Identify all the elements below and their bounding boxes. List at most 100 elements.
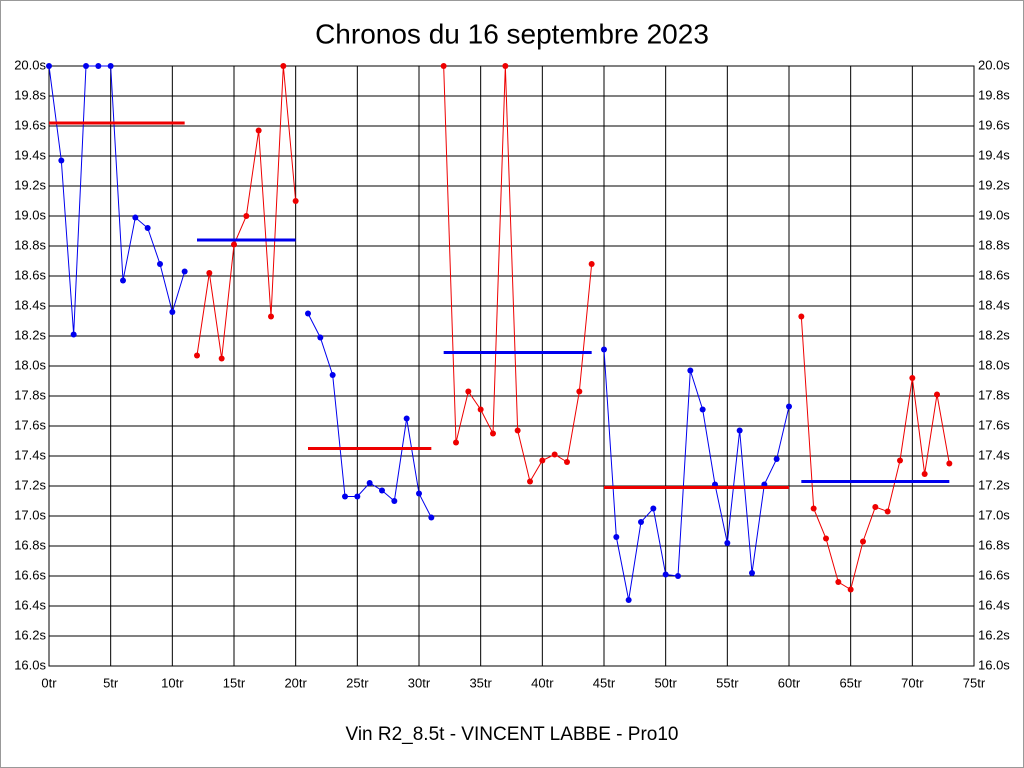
data-point <box>440 63 447 69</box>
data-point <box>638 519 644 525</box>
series-line <box>603 349 790 601</box>
y-tick-label: 17.2s <box>14 477 46 492</box>
data-point <box>144 225 151 231</box>
data-point <box>564 459 570 465</box>
y2-tick-label: 18.4s <box>978 297 1010 312</box>
data-point <box>897 457 903 464</box>
x-tick-label: 50tr <box>654 675 677 690</box>
data-point <box>465 388 472 395</box>
y-tick-label: 19.4s <box>14 147 46 162</box>
y-tick-label: 18.2s <box>14 327 46 342</box>
y2-tick-label: 19.4s <box>978 147 1010 162</box>
data-point <box>292 198 299 204</box>
data-point <box>699 406 706 413</box>
y-tick-label: 18.4s <box>14 297 46 312</box>
x-tick-label: 25tr <box>346 675 369 690</box>
x-tick-label: 65tr <box>839 675 862 690</box>
chart-title: Chronos du 16 septembre 2023 <box>315 18 709 49</box>
y2-tick-label: 18.0s <box>978 357 1010 372</box>
data-point <box>946 460 953 467</box>
data-point <box>366 480 373 486</box>
y2-tick-label: 17.2s <box>978 477 1010 492</box>
data-point <box>847 586 854 593</box>
data-point <box>342 493 348 500</box>
data-point <box>280 63 287 69</box>
data-point <box>551 451 558 458</box>
x-tick-label: 75tr <box>963 675 986 690</box>
data-point <box>95 63 102 69</box>
data-point <box>305 310 311 317</box>
data-point <box>194 352 200 359</box>
y-tick-label: 19.8s <box>14 87 46 102</box>
y2-tick-label: 16.0s <box>978 657 1010 672</box>
data-point <box>391 498 398 504</box>
data-point <box>58 157 65 164</box>
data-point <box>83 63 89 69</box>
data-point <box>231 241 237 248</box>
x-tick-label: 15tr <box>223 675 246 690</box>
data-point <box>798 313 805 320</box>
y-tick-label: 18.0s <box>14 357 46 372</box>
data-point <box>527 478 533 485</box>
x-tick-label: 20tr <box>284 675 307 690</box>
y2-tick-label: 18.8s <box>978 237 1010 252</box>
data-point <box>921 471 928 477</box>
data-point <box>502 63 509 69</box>
data-point <box>872 504 879 510</box>
data-point <box>169 309 176 315</box>
data-point <box>724 540 731 546</box>
y-tick-label: 16.0s <box>14 657 46 672</box>
y-tick-label: 17.8s <box>14 387 46 402</box>
y2-tick-label: 19.8s <box>978 87 1010 102</box>
y-tick-label: 17.4s <box>14 447 46 462</box>
y-tick-label: 20.0s <box>14 57 46 72</box>
data-point <box>625 597 632 603</box>
data-point <box>601 346 607 353</box>
data-point <box>934 391 940 398</box>
data-point <box>157 261 163 267</box>
y-tick-label: 19.6s <box>14 117 46 132</box>
data-point <box>835 579 842 585</box>
y-tick-label: 18.8s <box>14 237 46 252</box>
y2-tick-label: 16.4s <box>978 597 1010 612</box>
data-point <box>428 514 435 521</box>
x-tick-label: 10tr <box>161 675 184 690</box>
data-point <box>736 427 743 434</box>
x-tick-label: 55tr <box>716 675 739 690</box>
y-tick-label: 19.0s <box>14 207 46 222</box>
y-tick-label: 16.2s <box>14 627 46 642</box>
y-tick-label: 17.6s <box>14 417 46 432</box>
data-point <box>317 334 324 341</box>
y2-tick-label: 16.6s <box>978 567 1010 582</box>
y2-tick-label: 20.0s <box>978 57 1010 72</box>
y-tick-label: 19.2s <box>14 177 46 192</box>
data-point <box>453 439 459 446</box>
x-tick-label: 0tr <box>41 675 57 690</box>
data-point <box>773 456 780 462</box>
data-point <box>379 487 385 494</box>
data-point <box>206 270 213 276</box>
y2-tick-label: 16.2s <box>978 627 1010 642</box>
data-point <box>860 538 866 545</box>
data-point <box>403 415 410 422</box>
y2-tick-label: 19.0s <box>978 207 1010 222</box>
data-point <box>218 355 225 362</box>
data-point <box>823 535 829 542</box>
x-tick-label: 60tr <box>778 675 801 690</box>
data-point <box>107 63 114 69</box>
y2-tick-label: 17.0s <box>978 507 1010 522</box>
x-tick-label: 45tr <box>593 675 616 690</box>
y-tick-label: 16.4s <box>14 597 46 612</box>
data-point <box>884 508 891 515</box>
series-line <box>48 65 186 335</box>
data-point <box>786 403 792 410</box>
data-point <box>576 388 583 395</box>
data-point <box>588 261 595 267</box>
y2-tick-label: 17.8s <box>978 387 1010 402</box>
data-point <box>70 331 77 338</box>
x-tick-label: 5tr <box>103 675 119 690</box>
data-point <box>687 367 694 374</box>
x-tick-label: 40tr <box>531 675 554 690</box>
x-tick-label: 70tr <box>901 675 924 690</box>
